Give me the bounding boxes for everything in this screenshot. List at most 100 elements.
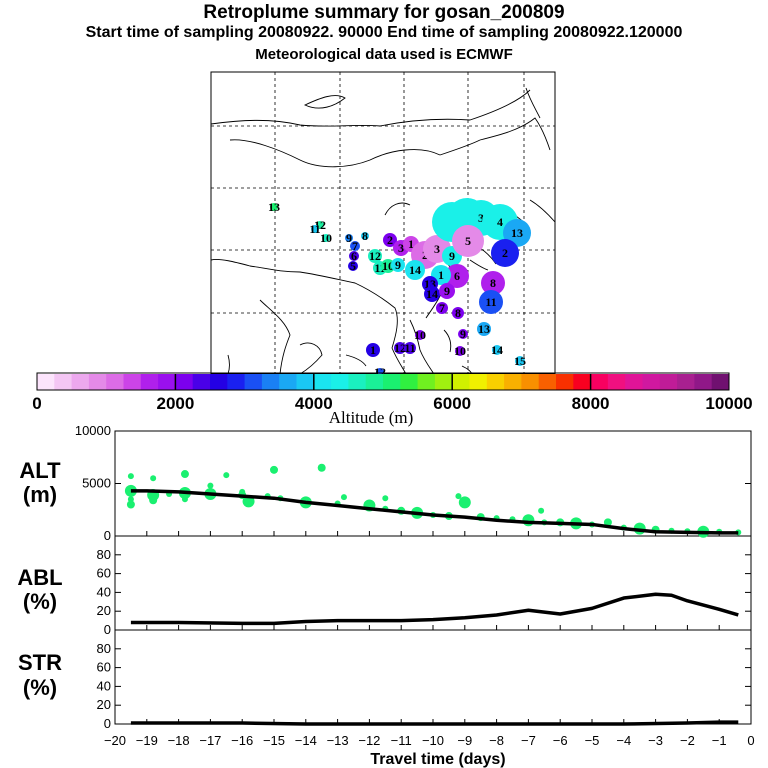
alt-scatter-point [317, 463, 326, 472]
x-tick-label: −1 [712, 733, 727, 748]
met-data-note: Meteorological data used is ECMWF [255, 46, 513, 63]
map-marker: 10 [414, 328, 426, 342]
marker-dot [436, 302, 448, 314]
marker-label: 1 [438, 268, 444, 282]
colorbar-cell [192, 374, 211, 390]
colorbar-cell [642, 374, 661, 390]
map-marker: 9 [345, 231, 353, 245]
x-tick-label: −8 [489, 733, 504, 748]
map-marker: 8 [481, 271, 505, 295]
marker-label: 8 [362, 229, 368, 243]
marker-label: 3 [434, 242, 440, 256]
marker-label: 7 [439, 301, 445, 315]
colorbar-cell [556, 374, 574, 390]
marker-label: 3 [398, 241, 404, 255]
abl-panel-frame [114, 535, 752, 631]
colorbar-cell [175, 374, 194, 390]
str-line [130, 720, 739, 726]
map-marker: 2 [383, 233, 397, 247]
colorbar-cell [694, 374, 713, 390]
marker-label: 8 [490, 276, 496, 290]
marker-label: 13 [478, 322, 490, 336]
marker-dot [270, 203, 278, 211]
alt-scatter-point [180, 470, 189, 479]
x-tick-label: −19 [136, 733, 158, 748]
str-y-tick-label: 80 [97, 641, 111, 656]
abl-y-tick-label: 20 [97, 603, 111, 618]
colorbar-cell [521, 374, 540, 390]
marker-label: 14 [409, 263, 421, 277]
colorbar-cell [486, 374, 505, 390]
map-marker: 11 [479, 290, 503, 314]
map-marker: 9 [458, 327, 468, 341]
marker-label: 11 [485, 295, 496, 309]
colorbar-cell [123, 374, 142, 390]
marker-label: 12 [369, 249, 381, 263]
str-y-tick-label: 60 [97, 660, 111, 675]
marker-label: 9 [460, 327, 466, 341]
colorbar-tick: 2000 [156, 394, 194, 413]
marker-dot [368, 249, 382, 263]
marker-dot [322, 234, 330, 242]
x-tick-label: −3 [648, 733, 663, 748]
str-unit: (%) [23, 675, 57, 700]
colorbar-cell [677, 374, 695, 390]
colorbar-frame [36, 372, 730, 391]
marker-label: 10 [454, 344, 466, 358]
colorbar-tick: 4000 [295, 394, 333, 413]
alt-scatter-point [223, 472, 230, 479]
alt-y-tick-label: 10000 [75, 423, 111, 438]
colorbar-cell [417, 374, 436, 390]
colorbar-cell [296, 374, 315, 390]
marker-dot [492, 345, 502, 355]
marker-dot [391, 258, 405, 272]
abl-label: ABL [17, 565, 62, 590]
colorbar-tick: 6000 [433, 394, 471, 413]
x-tick-label: −6 [553, 733, 568, 748]
marker-dot [515, 356, 525, 366]
map-marker: 12 [394, 341, 406, 355]
marker-label: 1 [370, 343, 376, 357]
colorbar-cell [538, 374, 557, 390]
marker-label: 13 [268, 200, 280, 214]
colorbar-cell [261, 374, 280, 390]
colorbar-cell [607, 374, 626, 390]
map-marker: 14 [491, 343, 503, 357]
marker-label: 9 [444, 284, 450, 298]
colorbar-tick: 10000 [705, 394, 752, 413]
marker-label: 13 [511, 226, 523, 240]
x-tick-label: −15 [263, 733, 285, 748]
map-marker: 12 [368, 249, 382, 263]
alt-scatter-point [181, 496, 188, 503]
abl-y-tick-label: 40 [97, 584, 111, 599]
x-tick-label: −16 [231, 733, 253, 748]
x-tick-label: −17 [199, 733, 221, 748]
marker-dot [481, 271, 505, 295]
marker-label: 11 [374, 261, 385, 275]
alt-scatter-point [149, 496, 158, 505]
colorbar-cell [590, 374, 609, 390]
marker-label: 10 [320, 231, 332, 245]
marker-dot [445, 264, 469, 288]
map-marker: 10 [320, 231, 332, 245]
alt-scatter-point [270, 465, 278, 474]
marker-label: 11 [404, 341, 415, 355]
abl-y-tick-label: 0 [104, 622, 111, 637]
alt-scatter-point [127, 473, 134, 480]
marker-dot [348, 261, 358, 271]
x-tick-label: −4 [616, 733, 631, 748]
alt-scatter-points [124, 463, 742, 538]
x-tick-label: 0 [747, 733, 754, 748]
sampling-times: Start time of sampling 20080922. 90000 E… [85, 24, 683, 41]
colorbar-cell [434, 374, 453, 390]
marker-dot [439, 283, 455, 299]
colorbar-tick: 0 [32, 394, 41, 413]
str-panel-frame [114, 629, 752, 725]
colorbar-cell [279, 374, 297, 390]
marker-label: 6 [454, 269, 460, 283]
abl-line [130, 592, 739, 626]
altitude-colorbar: 0 2000 4000 6000 8000 10000 Altitude (m) [32, 372, 753, 427]
x-tick-label: −12 [358, 733, 380, 748]
str-y-tick-label: 0 [104, 716, 111, 731]
